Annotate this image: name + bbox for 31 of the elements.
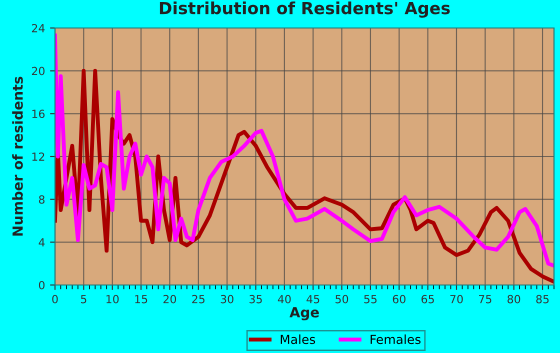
- x-tick-label: 30: [220, 294, 234, 304]
- y-axis-title: Number of residents: [12, 76, 23, 236]
- line-series: [55, 34, 554, 268]
- y-tick-label: 20: [32, 66, 45, 76]
- x-tick-label: 25: [192, 294, 204, 304]
- x-tick-label: 80: [508, 294, 520, 304]
- x-tick-label: 60: [392, 294, 406, 304]
- x-tick-label: 10: [106, 294, 119, 304]
- x-tick-label: 85: [536, 294, 549, 304]
- y-tick-label: 0: [38, 280, 45, 290]
- x-tick-label: 50: [336, 294, 348, 304]
- x-tick-label: 40: [278, 294, 291, 304]
- x-tick-label: 0: [52, 294, 58, 304]
- y-tick-label: 4: [38, 238, 45, 246]
- chart-title: Distribution of Residents' Ages: [160, 1, 450, 18]
- x-tick-label: 15: [135, 295, 148, 304]
- x-axis-title: Age: [290, 307, 319, 320]
- x-tick-label: 45: [306, 295, 320, 304]
- y-tick-label: 8: [38, 195, 45, 204]
- y-tick-label: 24: [32, 24, 45, 32]
- x-tick-label: 5: [81, 295, 86, 304]
- x-tick-label: 70: [450, 294, 463, 304]
- x-tick-label: 55: [364, 295, 377, 304]
- x-tick-label: 75: [479, 295, 492, 304]
- x-tick-label: 20: [163, 294, 176, 304]
- legend-label: Females: [370, 334, 421, 344]
- y-tick-label: 12: [32, 152, 44, 161]
- legend-label: Males: [280, 334, 316, 344]
- x-tick-label: 35: [250, 294, 262, 304]
- y-tick-label: 16: [32, 110, 45, 118]
- x-tick-label: 65: [422, 294, 434, 304]
